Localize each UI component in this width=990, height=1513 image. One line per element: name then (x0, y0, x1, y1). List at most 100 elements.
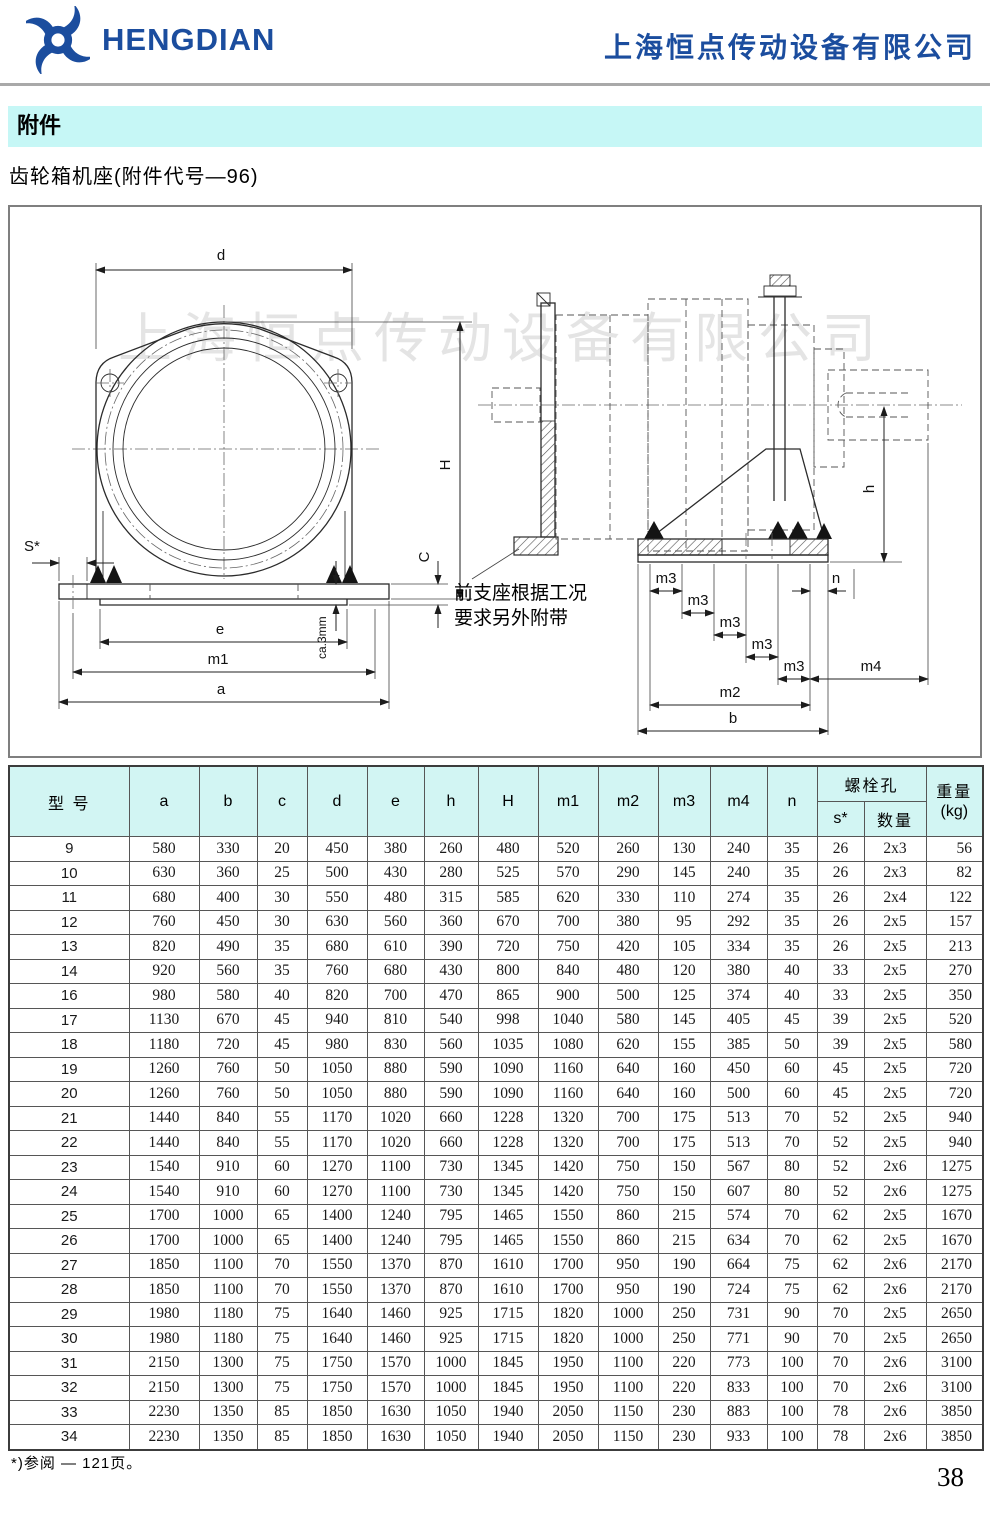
cell-m4: 833 (709, 1375, 768, 1401)
cell-b: 580 (198, 983, 258, 1009)
cell-s: 33 (816, 958, 865, 984)
cell-m1: 1320 (537, 1105, 599, 1131)
col-header-weight: 重量 (kg) (925, 765, 984, 837)
cell-m2: 860 (597, 1228, 659, 1254)
cell-m2: 620 (597, 1032, 659, 1058)
cell-e: 1370 (366, 1252, 425, 1278)
cell-c: 50 (256, 1056, 308, 1082)
cell-n: 70 (766, 1105, 818, 1131)
col-header-H: H (477, 765, 539, 837)
dim-label-m3-4: m3 (752, 636, 773, 653)
cell-weight: 82 (925, 860, 984, 886)
cell-H: 800 (477, 958, 539, 984)
cell-s: 70 (816, 1350, 865, 1376)
cell-m4: 933 (709, 1424, 768, 1450)
col-header-s: s* (816, 801, 865, 837)
cell-h: 1050 (423, 1399, 479, 1425)
table-row: 30 1980 1180 75 1640 1460 925 1715 1820 1000 250 77… (8, 1326, 984, 1352)
cell-n: 100 (766, 1375, 818, 1401)
cell-m1: 1420 (537, 1154, 599, 1180)
cell-H: 1090 (477, 1056, 539, 1082)
cell-s: 45 (816, 1081, 865, 1107)
table-row: 13 820 490 35 680 610 390 720 750 420 105 334 35 26 2x… (8, 934, 984, 960)
cell-b: 560 (198, 958, 258, 984)
cell-weight: 1670 (925, 1203, 984, 1229)
cell-h: 470 (423, 983, 479, 1009)
table-row: 27 1850 1100 70 1550 1370 870 1610 1700 950 190 664… (8, 1252, 984, 1278)
cell-c: 45 (256, 1007, 308, 1033)
dim-label-d: d (217, 247, 225, 264)
cell-b: 360 (198, 860, 258, 886)
cell-n: 80 (766, 1154, 818, 1180)
cell-h: 430 (423, 958, 479, 984)
cell-m3: 230 (657, 1399, 711, 1425)
cell-a: 580 (128, 836, 200, 862)
table-row: 22 1440 840 55 1170 1020 660 1228 1320 700 175 513 7… (8, 1130, 984, 1156)
cell-m4: 334 (709, 934, 768, 960)
cell-a: 1850 (128, 1252, 200, 1278)
cell-d: 820 (306, 983, 368, 1009)
cell-m4: 567 (709, 1154, 768, 1180)
cell-H: 1940 (477, 1399, 539, 1425)
cell-m1: 620 (537, 885, 599, 911)
cell-model: 22 (8, 1130, 130, 1156)
cell-m1: 570 (537, 860, 599, 886)
cell-a: 1260 (128, 1056, 200, 1082)
drawing-note-line1: 前支座根据工况 (454, 582, 587, 604)
cell-m1: 750 (537, 934, 599, 960)
cell-e: 480 (366, 885, 425, 911)
cell-m3: 190 (657, 1277, 711, 1303)
cell-h: 660 (423, 1130, 479, 1156)
cell-a: 1130 (128, 1007, 200, 1033)
cell-s: 26 (816, 836, 865, 862)
cell-s: 78 (816, 1424, 865, 1450)
table-row: 24 1540 910 60 1270 1100 730 1345 1420 750 150 607 8… (8, 1179, 984, 1205)
cell-m1: 1550 (537, 1203, 599, 1229)
cell-m1: 700 (537, 909, 599, 935)
cell-model: 24 (8, 1179, 130, 1205)
cell-c: 75 (256, 1326, 308, 1352)
cell-m4: 292 (709, 909, 768, 935)
cell-d: 1750 (306, 1350, 368, 1376)
cell-qty: 2x5 (863, 1301, 927, 1327)
cell-h: 730 (423, 1154, 479, 1180)
cell-m3: 145 (657, 1007, 711, 1033)
dim-label-h: h (861, 485, 878, 493)
cell-h: 730 (423, 1179, 479, 1205)
col-header-n: n (766, 765, 818, 837)
cell-qty: 2x5 (863, 934, 927, 960)
cell-h: 925 (423, 1326, 479, 1352)
cell-qty: 2x5 (863, 1228, 927, 1254)
cell-s: 52 (816, 1179, 865, 1205)
cell-d: 500 (306, 860, 368, 886)
cell-m3: 130 (657, 836, 711, 862)
cell-c: 75 (256, 1375, 308, 1401)
cell-qty: 2x5 (863, 1081, 927, 1107)
footnote: *)参阅 — 121页。 (11, 1455, 143, 1472)
cell-n: 60 (766, 1056, 818, 1082)
cell-n: 70 (766, 1203, 818, 1229)
cell-H: 1035 (477, 1032, 539, 1058)
cell-m1: 1550 (537, 1228, 599, 1254)
cell-model: 13 (8, 934, 130, 960)
cell-weight: 3100 (925, 1375, 984, 1401)
cell-c: 40 (256, 983, 308, 1009)
cell-m4: 771 (709, 1326, 768, 1352)
cell-h: 280 (423, 860, 479, 886)
cell-weight: 2650 (925, 1326, 984, 1352)
cell-n: 75 (766, 1252, 818, 1278)
cell-H: 1090 (477, 1081, 539, 1107)
cell-b: 1180 (198, 1326, 258, 1352)
cell-e: 680 (366, 958, 425, 984)
cell-h: 590 (423, 1081, 479, 1107)
cell-m3: 215 (657, 1228, 711, 1254)
cell-e: 1630 (366, 1424, 425, 1450)
cell-c: 55 (256, 1105, 308, 1131)
cell-m1: 2050 (537, 1424, 599, 1450)
cell-m4: 240 (709, 860, 768, 886)
cell-H: 1940 (477, 1424, 539, 1450)
spec-table-header: 型 号 a b c d e h H m1 m2 m3 m4 n 螺栓孔 重量 (… (8, 765, 984, 837)
cell-h: 870 (423, 1252, 479, 1278)
dim-label-S: S* (24, 538, 40, 555)
cell-m4: 500 (709, 1081, 768, 1107)
